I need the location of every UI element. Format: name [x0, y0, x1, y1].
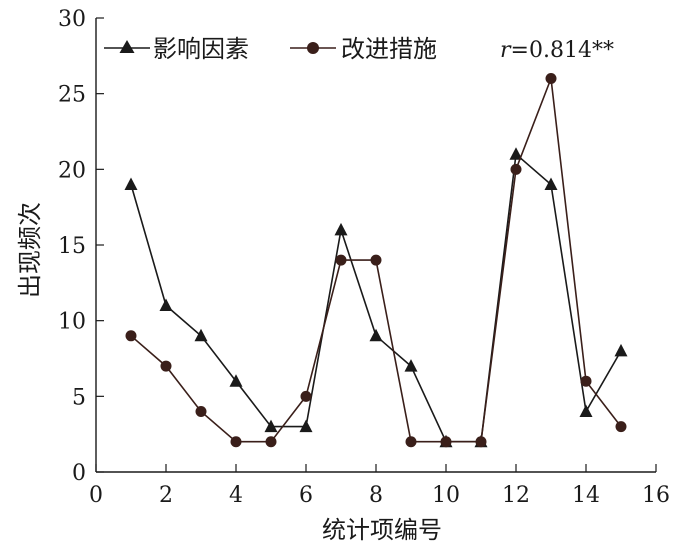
x-tick-label: 0 — [89, 483, 103, 508]
correlation-r-value: =0.814** — [511, 38, 614, 63]
x-ticks: 0 2 4 6 8 10 12 14 16 — [89, 464, 670, 508]
data-point-triangle — [369, 328, 383, 342]
x-tick-label: 12 — [502, 483, 530, 508]
y-tick-label: 5 — [72, 385, 86, 410]
data-point-circle — [545, 73, 557, 85]
data-point-circle — [370, 254, 382, 266]
legend: 影响因素 改进措施 r=0.814** — [104, 35, 614, 63]
x-tick-label: 10 — [432, 483, 460, 508]
data-point-triangle — [124, 177, 138, 190]
x-tick-label: 6 — [299, 483, 313, 508]
data-point-circle — [265, 436, 277, 448]
data-point-circle — [300, 390, 312, 402]
x-tick-label: 16 — [642, 483, 670, 508]
data-point-circle — [510, 163, 522, 175]
data-point-circle — [405, 436, 417, 448]
data-point-triangle — [194, 328, 208, 342]
legend-circle-marker — [307, 42, 319, 54]
data-point-circle — [475, 436, 487, 448]
data-point-circle — [335, 254, 347, 266]
x-tick-label: 8 — [369, 483, 383, 508]
data-point-triangle — [159, 298, 173, 312]
series-line — [130, 152, 622, 443]
series-0 — [124, 147, 628, 448]
x-tick-label: 2 — [159, 483, 173, 508]
x-tick-label: 14 — [572, 483, 600, 508]
series-layer — [124, 73, 628, 448]
y-axis-title: 出现频次 — [16, 202, 44, 298]
data-point-triangle — [229, 374, 243, 387]
y-ticks: 0 5 10 15 20 25 30 — [58, 7, 104, 486]
y-tick-label: 10 — [58, 310, 86, 335]
axes — [95, 18, 656, 473]
data-point-triangle — [334, 222, 348, 236]
legend-label-influence-factors: 影响因素 — [153, 35, 249, 63]
data-point-triangle — [299, 419, 313, 433]
y-tick-label: 25 — [58, 83, 86, 108]
y-tick-label: 20 — [58, 158, 86, 183]
y-tick-label: 0 — [72, 461, 86, 486]
legend-label-improvement-measures: 改进措施 — [341, 35, 437, 63]
series-1 — [125, 73, 627, 448]
data-point-circle — [195, 405, 207, 417]
x-axis-title: 统计项编号 — [322, 516, 442, 544]
correlation-r-symbol: r — [500, 38, 512, 63]
data-point-triangle — [404, 359, 418, 372]
legend-triangle-marker — [119, 40, 135, 53]
data-point-circle — [615, 421, 627, 433]
legend-entry-influence-factors: 影响因素 — [104, 35, 249, 63]
data-point-triangle — [614, 343, 628, 357]
x-tick-label: 4 — [229, 483, 243, 508]
data-point-circle — [230, 436, 242, 448]
data-point-triangle — [544, 177, 558, 190]
data-point-circle — [125, 330, 137, 342]
data-point-triangle — [509, 147, 523, 160]
legend-entry-improvement-measures: 改进措施 — [290, 35, 437, 63]
data-point-triangle — [579, 404, 593, 417]
correlation-annotation: r=0.814** — [500, 38, 614, 63]
data-point-circle — [580, 375, 592, 387]
y-tick-label: 30 — [58, 7, 86, 32]
data-point-circle — [440, 436, 452, 448]
y-tick-label: 15 — [58, 234, 86, 259]
data-point-triangle — [264, 419, 278, 433]
data-point-circle — [160, 360, 172, 372]
